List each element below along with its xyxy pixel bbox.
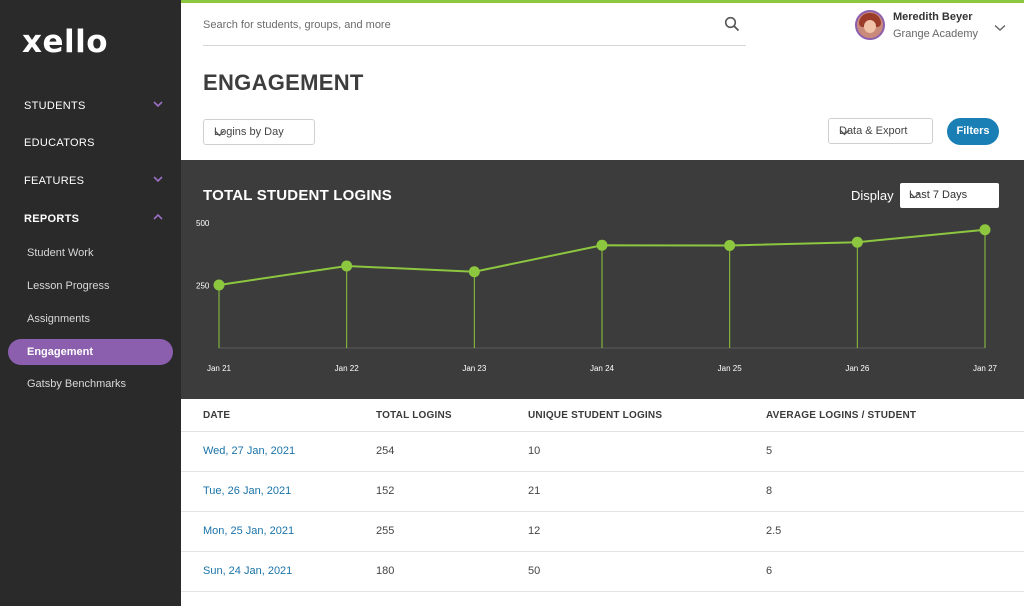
avatar-face [864, 20, 876, 33]
sidebar-item-label: EDUCATORS [24, 137, 95, 149]
search-input[interactable]: Search for students, groups, and more [203, 19, 391, 31]
total-logins-cell: 254 [376, 445, 395, 457]
display-label: Display [851, 188, 894, 203]
data-export-dropdown[interactable]: Data & Export [828, 118, 933, 144]
table-row: Tue, 26 Jan, 2021 152 21 8 [181, 472, 1024, 512]
xello-logo[interactable]: xello [22, 24, 108, 60]
line-chart: 500 250 Jan 21 Jan 22 Jan 23 Jan 24 Jan 25 Jan … [196, 219, 998, 373]
sidebar-subitem-lesson-progress[interactable]: Lesson Progress [27, 280, 110, 292]
unique-logins-cell: 50 [528, 565, 541, 577]
logo-text: xello [22, 24, 109, 60]
date-range-dropdown[interactable]: Last 7 Days [900, 183, 999, 208]
data-point [851, 236, 863, 248]
table-row: Wed, 27 Jan, 2021 254 10 5 [181, 432, 1024, 472]
unique-logins-cell: 12 [528, 525, 541, 537]
page-title: ENGAGEMENT [203, 70, 364, 95]
search-bar[interactable]: Search for students, groups, and more [203, 14, 746, 46]
y-tick-label: 250 [196, 282, 210, 291]
total-logins-cell: 152 [376, 485, 395, 497]
date-link[interactable]: Mon, 25 Jan, 2021 [203, 525, 295, 537]
chevron-down-icon[interactable] [153, 176, 163, 185]
avatar[interactable] [855, 10, 885, 40]
y-tick-label: 500 [196, 219, 210, 228]
search-icon[interactable] [724, 16, 740, 32]
sidebar-subitem-engagement[interactable]: Engagement [8, 339, 173, 365]
table-row: Sun, 24 Jan, 2021 180 50 6 [181, 552, 1024, 592]
x-tick-label: Jan 23 [462, 364, 487, 373]
x-tick-label: Jan 27 [973, 364, 998, 373]
sidebar-subitem-label: Student Work [27, 247, 94, 259]
top-accent-line [181, 0, 1024, 3]
average-logins-cell: 6 [766, 565, 773, 577]
date-link[interactable]: Sun, 24 Jan, 2021 [203, 565, 293, 577]
sidebar-subitem-assignments[interactable]: Assignments [27, 313, 90, 325]
data-point [596, 239, 608, 251]
x-tick-label: Jan 21 [207, 364, 232, 373]
sidebar-subitem-label: Gatsby Benchmarks [27, 378, 127, 390]
data-point [468, 266, 480, 278]
x-tick-label: Jan 26 [845, 364, 870, 373]
filters-button[interactable]: Filters [947, 118, 999, 145]
column-header-average-logins[interactable]: AVERAGE LOGINS / STUDENT [766, 410, 917, 421]
chevron-down-icon [909, 190, 990, 202]
x-tick-label: Jan 22 [335, 364, 360, 373]
sidebar-item-features[interactable]: FEATURES [24, 175, 84, 187]
filters-button-label: Filters [956, 125, 990, 137]
view-dropdown[interactable]: Logins by Day [203, 119, 315, 145]
sidebar-subitem-label: Lesson Progress [27, 280, 110, 292]
date-link[interactable]: Wed, 27 Jan, 2021 [203, 445, 296, 457]
average-logins-cell: 5 [766, 445, 773, 457]
sidebar-item-label: STUDENTS [24, 100, 86, 112]
sidebar: xello STUDENTS EDUCATORS FEATURES REPORT… [0, 0, 181, 606]
x-tick-label: Jan 24 [590, 364, 615, 373]
sidebar-item-educators[interactable]: EDUCATORS [24, 137, 95, 149]
data-point [724, 240, 736, 251]
sidebar-subitem-student-work[interactable]: Student Work [27, 247, 93, 259]
unique-logins-cell: 21 [528, 485, 541, 497]
total-logins-cell: 180 [376, 565, 395, 577]
data-export-label: Data & Export [839, 125, 908, 137]
column-header-total-logins[interactable]: TOTAL LOGINS [376, 410, 452, 421]
date-range-label: Last 7 Days [909, 189, 968, 201]
data-point [341, 260, 353, 272]
user-name[interactable]: Meredith Beyer [893, 11, 973, 23]
chart-title: TOTAL STUDENT LOGINS [203, 187, 393, 204]
chevron-down-icon[interactable] [153, 101, 163, 110]
sidebar-item-reports[interactable]: REPORTS [24, 213, 79, 225]
chevron-down-icon[interactable] [994, 19, 1006, 37]
total-logins-cell: 255 [376, 525, 395, 537]
chevron-up-icon[interactable] [153, 213, 163, 222]
user-school: Grange Academy [893, 28, 978, 40]
data-point [213, 279, 225, 291]
average-logins-cell: 2.5 [766, 525, 782, 537]
sidebar-item-students[interactable]: STUDENTS [24, 100, 86, 112]
sidebar-item-label: FEATURES [24, 175, 85, 187]
chart-panel: TOTAL STUDENT LOGINS Display Last 7 Days… [181, 160, 1024, 399]
table-row: Mon, 25 Jan, 2021 255 12 2.5 [181, 512, 1024, 552]
date-link[interactable]: Tue, 26 Jan, 2021 [203, 485, 292, 497]
average-logins-cell: 8 [766, 485, 773, 497]
column-header-date[interactable]: DATE [203, 410, 231, 421]
data-point [979, 224, 991, 236]
chevron-down-icon [214, 128, 305, 140]
column-header-unique-logins[interactable]: UNIQUE STUDENT LOGINS [528, 410, 663, 421]
sidebar-item-label: REPORTS [24, 213, 80, 225]
sidebar-subitem-label: Assignments [27, 313, 90, 325]
table-header: DATE TOTAL LOGINS UNIQUE STUDENT LOGINS … [181, 399, 1024, 432]
view-dropdown-label: Logins by Day [214, 126, 284, 138]
x-tick-label: Jan 25 [718, 364, 743, 373]
chevron-down-icon [839, 127, 923, 139]
unique-logins-cell: 10 [528, 445, 541, 457]
sidebar-subitem-gatsby-benchmarks[interactable]: Gatsby Benchmarks [27, 378, 126, 390]
sidebar-subitem-label: Engagement [27, 346, 94, 358]
